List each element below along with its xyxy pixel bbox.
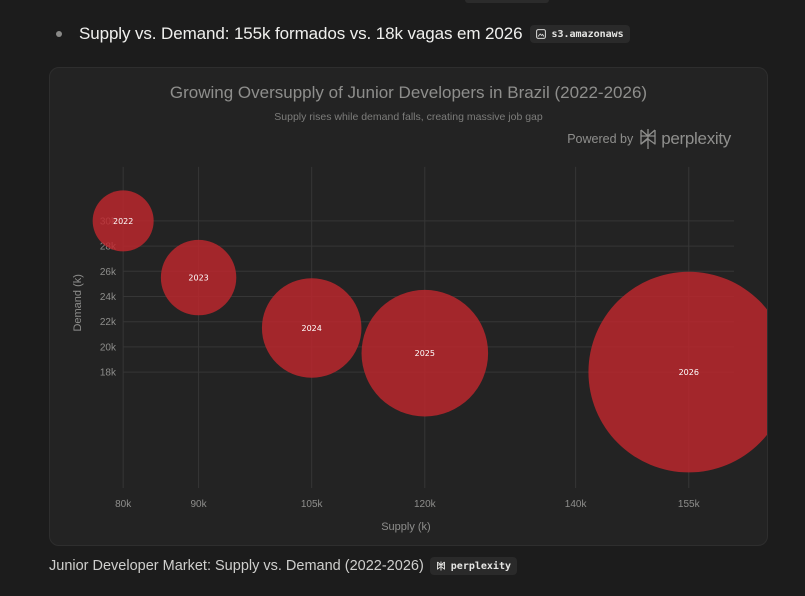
bubble-label-2025: 2025 bbox=[415, 349, 435, 358]
chart-caption: Junior Developer Market: Supply vs. Dema… bbox=[49, 556, 517, 576]
y-tick-label: 18k bbox=[100, 368, 117, 379]
y-tick-label: 24k bbox=[100, 292, 117, 303]
x-tick-label: 80k bbox=[115, 499, 132, 510]
bullet-text: Supply vs. Demand: 155k formados vs. 18k… bbox=[79, 24, 523, 43]
x-tick-label: 155k bbox=[678, 499, 701, 510]
bubble-label-2023: 2023 bbox=[188, 274, 208, 283]
x-tick-label: 105k bbox=[301, 499, 324, 510]
y-tick-label: 20k bbox=[100, 342, 117, 353]
bubble-2022 bbox=[92, 190, 154, 252]
chart-subtitle: Supply rises while demand falls, creatin… bbox=[274, 111, 543, 123]
bubble-2026 bbox=[588, 271, 767, 473]
caption-citation-chip[interactable]: perplexity bbox=[429, 557, 517, 575]
perplexity-logo-icon bbox=[640, 129, 656, 149]
x-tick-label: 90k bbox=[191, 499, 208, 510]
bubble-2023 bbox=[160, 239, 237, 316]
bubble-label-2022: 2022 bbox=[113, 217, 133, 226]
powered-by-label: Powered by bbox=[567, 132, 634, 146]
citation-label: s3.amazonaws bbox=[551, 28, 624, 40]
chart-title: Growing Oversupply of Junior Developers … bbox=[169, 83, 648, 102]
x-tick-label: 120k bbox=[414, 499, 437, 510]
y-axis-label: Demand (k) bbox=[72, 274, 84, 331]
image-icon bbox=[536, 29, 547, 39]
bullet-dot bbox=[56, 31, 62, 37]
bubble-chart: 18k20k22k24k26k28k30k80k90k105k120k140k1… bbox=[72, 166, 767, 533]
citation-label: perplexity bbox=[450, 560, 511, 572]
source-citation-chip[interactable]: s3.amazonaws bbox=[530, 25, 630, 43]
bubble-2025 bbox=[361, 289, 489, 417]
bubble-label-2024: 2024 bbox=[302, 324, 322, 333]
previous-citation-fragment bbox=[465, 0, 549, 3]
bubble-label-2026: 2026 bbox=[679, 368, 699, 377]
powered-by-badge[interactable]: Powered by perplexity bbox=[567, 128, 731, 150]
bullet-item: Supply vs. Demand: 155k formados vs. 18k… bbox=[56, 22, 630, 46]
y-tick-label: 22k bbox=[100, 317, 117, 328]
perplexity-icon bbox=[436, 561, 445, 571]
bubble-2024 bbox=[261, 278, 362, 378]
x-tick-label: 140k bbox=[565, 499, 588, 510]
powered-by-brand: perplexity bbox=[661, 129, 731, 148]
x-axis-label: Supply (k) bbox=[381, 521, 431, 533]
y-tick-label: 26k bbox=[100, 267, 117, 278]
chart-card: 18k20k22k24k26k28k30k80k90k105k120k140k1… bbox=[49, 67, 768, 546]
caption-text: Junior Developer Market: Supply vs. Dema… bbox=[49, 558, 424, 574]
